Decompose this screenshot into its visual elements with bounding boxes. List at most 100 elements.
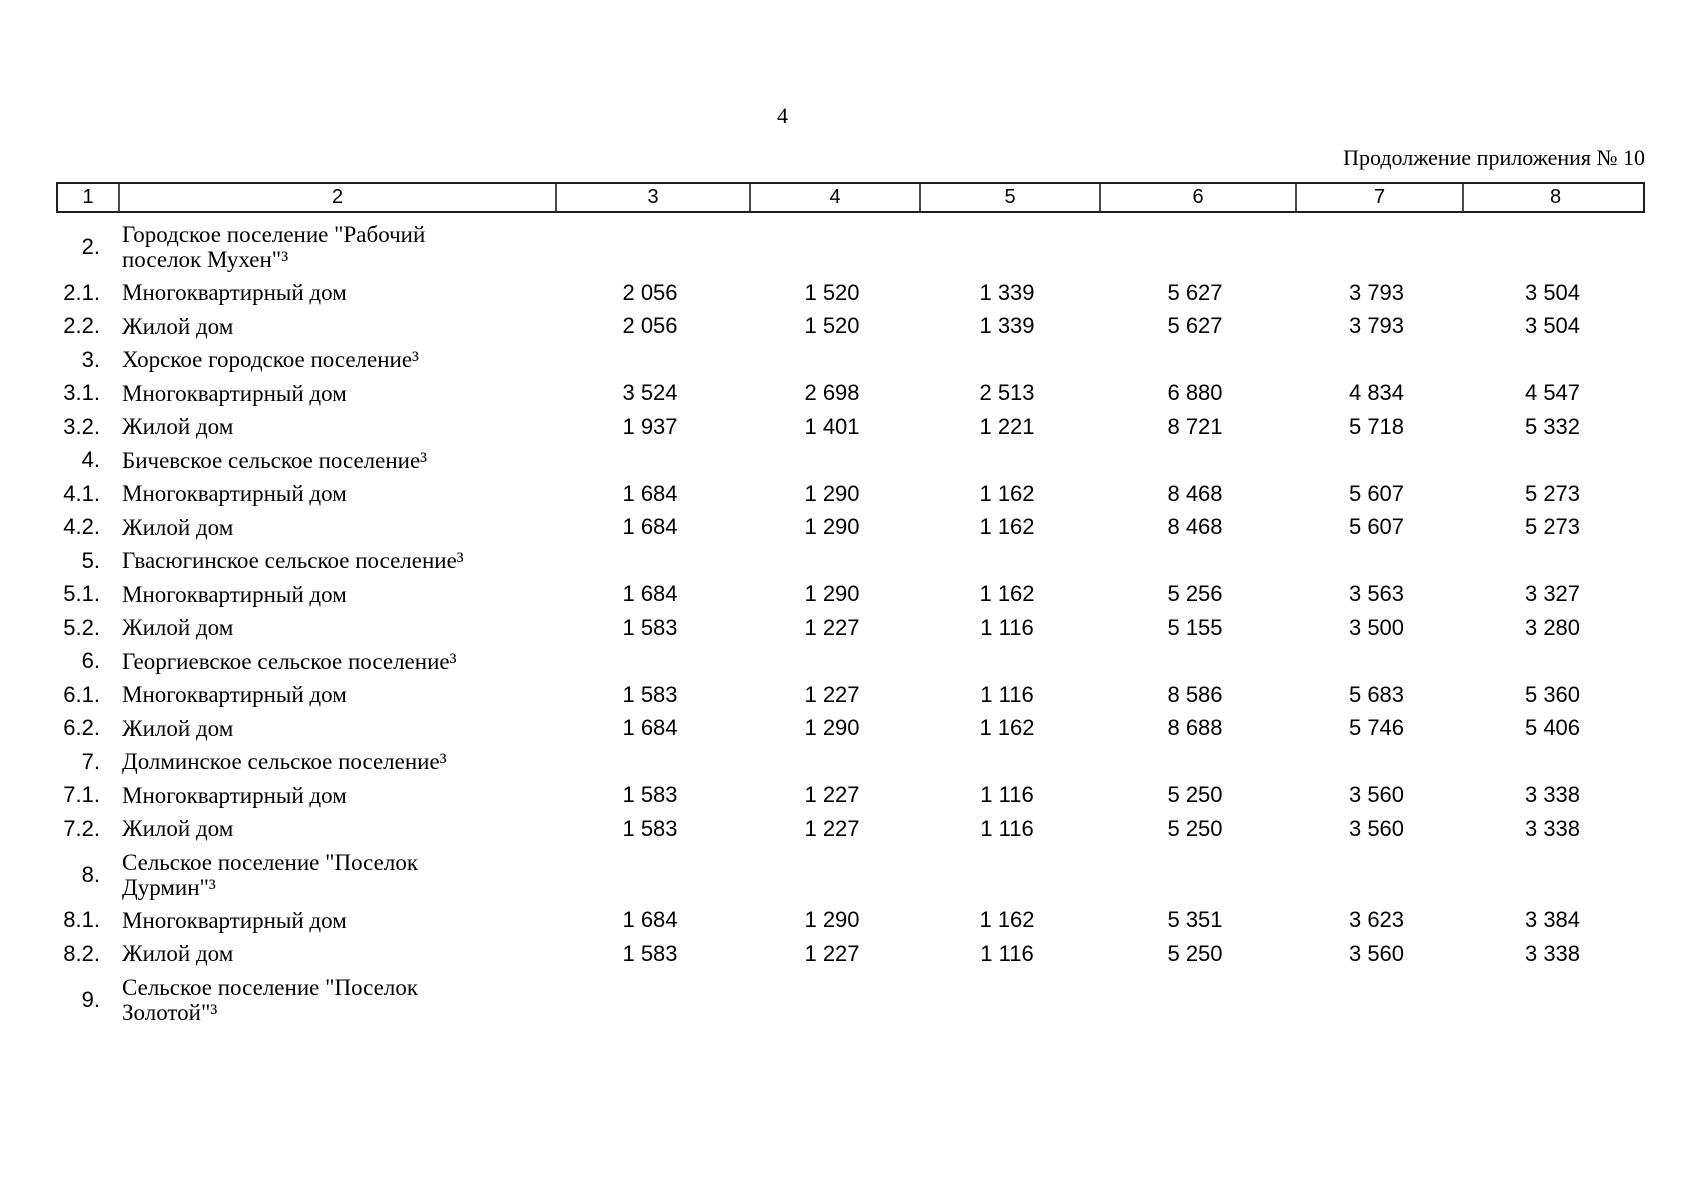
value-cell: 3 280	[1524, 614, 1581, 640]
row-number: 7.1.	[63, 782, 100, 808]
value-cell: 3 338	[1524, 940, 1581, 966]
row-number: 3.	[81, 346, 100, 372]
table-row: 4.2. Жилой дом 1 684 1 290 1 162 8 468 5 607 5 …	[56, 511, 1645, 545]
value-cell: 2 513	[979, 380, 1035, 406]
value-cell: 1 227	[804, 782, 860, 808]
settlement-name: Гвасюгинское сельское поселение³	[122, 548, 464, 574]
value-cell: 5 683	[1348, 681, 1405, 707]
row-number: 7.2.	[63, 815, 100, 841]
value-cell: 1 290	[804, 514, 860, 540]
value-cell: 1 227	[804, 614, 860, 640]
house-type-label: Многоквартирный дом	[122, 682, 347, 708]
row-number: 5.1.	[63, 581, 100, 607]
value-cell: 6 880	[1167, 380, 1223, 406]
value-cell: 3 504	[1524, 279, 1581, 305]
value-cell: 1 116	[980, 782, 1034, 808]
table-header-cell: 8	[1462, 184, 1647, 211]
settlement-name: Сельское поселение "Поселок Дурмин"³	[122, 849, 419, 900]
page-number: 4	[777, 103, 788, 128]
row-number: 4.	[81, 447, 100, 473]
settlement-name: Хорское городское поселение³	[122, 347, 419, 373]
table-row: 8.2. Жилой дом 1 583 1 227 1 116 5 250 3 560 3 …	[56, 937, 1645, 971]
row-number: 2.1.	[63, 279, 100, 305]
row-number: 4.2.	[63, 514, 100, 540]
value-cell: 1 162	[979, 715, 1035, 741]
settlement-name: Долминское сельское поселение³	[122, 749, 447, 775]
value-cell: 1 583	[622, 614, 678, 640]
value-cell: 1 520	[804, 313, 860, 339]
value-cell: 5 607	[1348, 480, 1405, 506]
value-cell: 2 056	[622, 313, 678, 339]
house-type-label: Жилой дом	[122, 414, 234, 440]
table-header-cell: 2	[118, 184, 555, 211]
value-cell: 1 583	[622, 782, 678, 808]
value-cell: 1 290	[804, 907, 860, 933]
value-cell: 8 468	[1167, 514, 1223, 540]
value-cell: 5 250	[1167, 940, 1223, 966]
house-type-label: Жилой дом	[122, 514, 234, 540]
value-cell: 1 162	[979, 581, 1035, 607]
house-type-label: Многоквартирный дом	[122, 581, 347, 607]
table-row: 5.2. Жилой дом 1 583 1 227 1 116 5 155 3 500 3 …	[56, 611, 1645, 645]
table-row: 3.2. Жилой дом 1 937 1 401 1 221 8 721 5 718 5 …	[56, 410, 1645, 444]
table-row: 6.2. Жилой дом 1 684 1 290 1 162 8 688 5 746 5 …	[56, 712, 1645, 746]
value-cell: 1 401	[804, 413, 860, 439]
value-cell: 1 290	[804, 480, 860, 506]
value-cell: 1 162	[979, 480, 1035, 506]
table-header-cell: 3	[555, 184, 749, 211]
appendix-continuation-note: Продолжение приложения № 10	[1343, 145, 1645, 170]
value-cell: 5 627	[1167, 279, 1223, 305]
section-row: 3. Хорское городское поселение³	[56, 343, 1645, 377]
value-cell: 1 520	[804, 279, 860, 305]
row-number: 5.2.	[63, 614, 100, 640]
value-cell: 1 684	[622, 907, 678, 933]
value-cell: 5 250	[1167, 815, 1223, 841]
value-cell: 1 684	[622, 514, 678, 540]
value-cell: 1 583	[622, 940, 678, 966]
value-cell: 4 834	[1348, 380, 1405, 406]
row-number: 3.2.	[63, 413, 100, 439]
house-type-label: Жилой дом	[122, 941, 234, 967]
table-body: 2. Городское поселение "Рабочий поселок М…	[56, 218, 1645, 1029]
value-cell: 3 623	[1348, 907, 1405, 933]
value-cell: 3 560	[1348, 815, 1405, 841]
value-cell: 3 563	[1348, 581, 1405, 607]
row-number: 6.	[81, 648, 100, 674]
value-cell: 3 504	[1524, 313, 1581, 339]
value-cell: 5 250	[1167, 782, 1223, 808]
value-cell: 1 339	[979, 279, 1035, 305]
row-number: 4.1.	[63, 480, 100, 506]
house-type-label: Жилой дом	[122, 715, 234, 741]
table-row: 6.1. Многоквартирный дом 1 583 1 227 1 116 8 …	[56, 678, 1645, 712]
value-cell: 4 547	[1524, 380, 1581, 406]
value-cell: 5 351	[1167, 907, 1223, 933]
house-type-label: Многоквартирный дом	[122, 380, 347, 406]
settlement-name: Георгиевское сельское поселение³	[122, 648, 457, 674]
table-row: 5.1. Многоквартирный дом 1 684 1 290 1 162 5 …	[56, 578, 1645, 612]
value-cell: 3 793	[1348, 313, 1405, 339]
value-cell: 5 256	[1167, 581, 1223, 607]
value-cell: 1 116	[980, 614, 1034, 640]
value-cell: 5 360	[1524, 681, 1581, 707]
row-number: 6.1.	[63, 681, 100, 707]
value-cell: 5 155	[1167, 614, 1223, 640]
settlement-name: Сельское поселение "Поселок Золотой"³	[122, 974, 419, 1025]
table-header-cell: 4	[749, 184, 919, 211]
value-cell: 1 684	[622, 715, 678, 741]
value-cell: 5 406	[1524, 715, 1581, 741]
section-row: 2. Городское поселение "Рабочий поселок М…	[56, 218, 1645, 276]
row-number: 8.1.	[63, 907, 100, 933]
house-type-label: Многоквартирный дом	[122, 907, 347, 933]
value-cell: 1 227	[804, 940, 860, 966]
row-number: 7.	[81, 748, 100, 774]
value-cell: 5 607	[1348, 514, 1405, 540]
value-cell: 3 560	[1348, 940, 1405, 966]
section-row: 5. Гвасюгинское сельское поселение³	[56, 544, 1645, 578]
value-cell: 1 221	[979, 413, 1035, 439]
value-cell: 3 793	[1348, 279, 1405, 305]
value-cell: 3 338	[1524, 815, 1581, 841]
table-row: 3.1. Многоквартирный дом 3 524 2 698 2 513 6 …	[56, 377, 1645, 411]
section-row: 7. Долминское сельское поселение³	[56, 745, 1645, 779]
value-cell: 8 688	[1167, 715, 1223, 741]
